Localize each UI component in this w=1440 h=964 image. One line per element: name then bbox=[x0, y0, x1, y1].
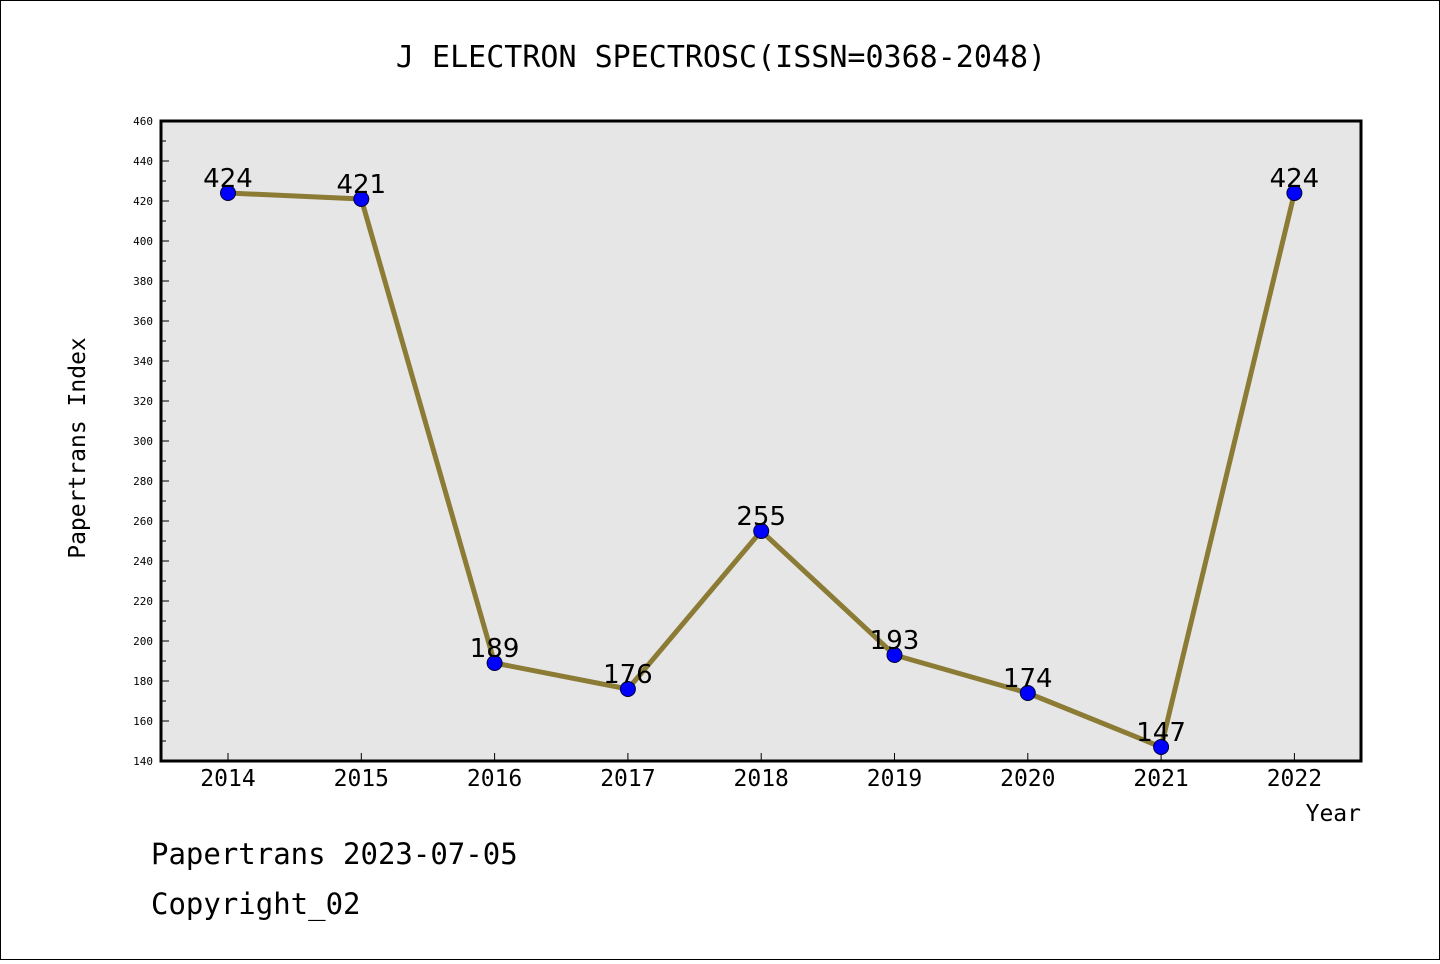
y-tick-label: 400 bbox=[133, 235, 153, 248]
data-label: 255 bbox=[736, 502, 786, 532]
y-tick-label: 180 bbox=[133, 675, 153, 688]
y-tick-label: 240 bbox=[133, 555, 153, 568]
data-labels: 424 421 189 176 255 193 174 147 424 bbox=[203, 164, 1319, 748]
data-label: 174 bbox=[1003, 664, 1053, 694]
data-point bbox=[619, 681, 636, 697]
chart-title: J ELECTRON SPECTROSC(ISSN=0368-2048) bbox=[396, 40, 1046, 75]
x-tick-label: 2022 bbox=[1267, 766, 1322, 792]
plot-area bbox=[159, 119, 1363, 763]
data-label: 176 bbox=[603, 660, 653, 690]
y-tick-label: 220 bbox=[133, 595, 153, 608]
y-axis: 140 160 180 200 220 240 260 280 300 320 340 360 380 4… bbox=[133, 115, 169, 768]
y-tick-label: 360 bbox=[133, 315, 153, 328]
x-tick-label: 2019 bbox=[867, 766, 922, 792]
y-tick-label: 280 bbox=[133, 475, 153, 488]
x-tick-label: 2018 bbox=[734, 766, 789, 792]
data-label: 147 bbox=[1136, 718, 1186, 748]
data-point bbox=[1286, 185, 1303, 201]
y-tick-label: 300 bbox=[133, 435, 153, 448]
x-tick-label: 2020 bbox=[1000, 766, 1055, 792]
x-axis: 2014 2015 2016 2017 2018 2019 2020 2021 2022 bbox=[200, 753, 1322, 792]
y-tick-label: 320 bbox=[133, 395, 153, 408]
data-point bbox=[886, 647, 903, 663]
y-tick-label: 340 bbox=[133, 355, 153, 368]
footer-date: Papertrans 2023-07-05 bbox=[151, 837, 518, 871]
data-point bbox=[353, 191, 370, 207]
data-point bbox=[1153, 739, 1170, 755]
data-point bbox=[1019, 685, 1036, 701]
x-tick-label: 2016 bbox=[467, 766, 522, 792]
y-tick-label: 140 bbox=[133, 755, 153, 768]
y-tick-label: 420 bbox=[133, 195, 153, 208]
data-label: 424 bbox=[203, 164, 253, 194]
data-label: 424 bbox=[1270, 164, 1320, 194]
y-tick-label: 200 bbox=[133, 635, 153, 648]
data-label: 189 bbox=[470, 634, 520, 664]
y-tick-label: 160 bbox=[133, 715, 153, 728]
data-point bbox=[220, 185, 236, 201]
x-tick-label: 2014 bbox=[200, 766, 255, 792]
data-label: 421 bbox=[336, 170, 386, 200]
x-tick-label: 2015 bbox=[334, 766, 389, 792]
data-point bbox=[753, 523, 770, 539]
x-axis-label: Year bbox=[1306, 801, 1361, 827]
y-tick-label: 440 bbox=[133, 155, 153, 168]
x-tick-label: 2021 bbox=[1133, 766, 1188, 792]
y-axis-label: Papertrans Index bbox=[65, 337, 91, 559]
series-group bbox=[220, 185, 1303, 755]
y-tick-label: 380 bbox=[133, 275, 153, 288]
data-label: 193 bbox=[870, 626, 920, 656]
y-tick-label: 260 bbox=[133, 515, 153, 528]
x-tick-label: 2017 bbox=[600, 766, 655, 792]
y-tick-label: 460 bbox=[133, 115, 153, 128]
footer-copyright: Copyright_02 bbox=[151, 887, 361, 922]
data-point bbox=[486, 655, 503, 671]
